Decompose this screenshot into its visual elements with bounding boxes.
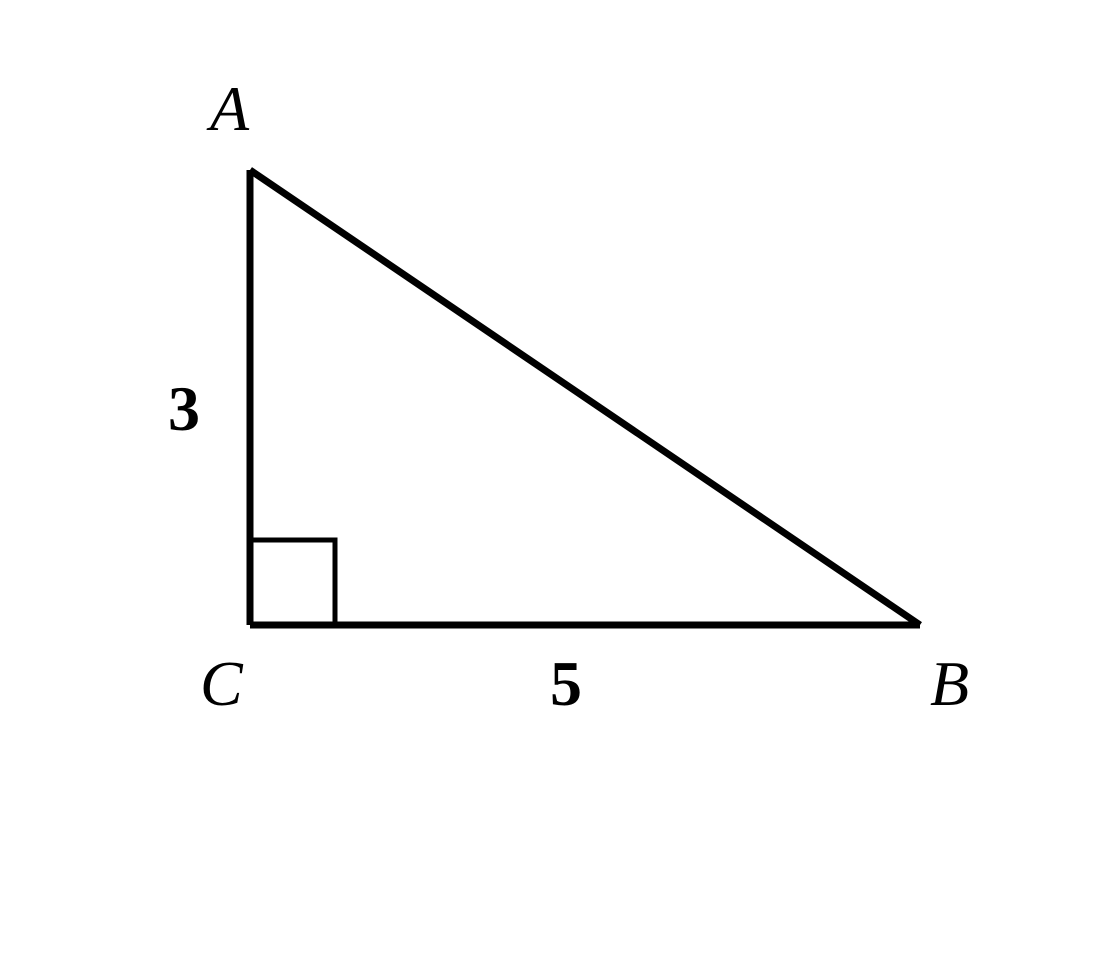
diagram-svg: A B C 3 5 <box>0 0 1100 948</box>
vertex-label-B: B <box>930 648 969 719</box>
triangle-shape <box>250 170 920 625</box>
vertex-label-C: C <box>200 648 244 719</box>
side-label-AC: 3 <box>168 373 200 444</box>
side-label-CB: 5 <box>550 648 582 719</box>
vertex-label-A: A <box>206 73 250 144</box>
side-AB <box>250 170 920 625</box>
right-angle-marker <box>250 540 335 625</box>
triangle-diagram: A B C 3 5 <box>0 0 1100 948</box>
